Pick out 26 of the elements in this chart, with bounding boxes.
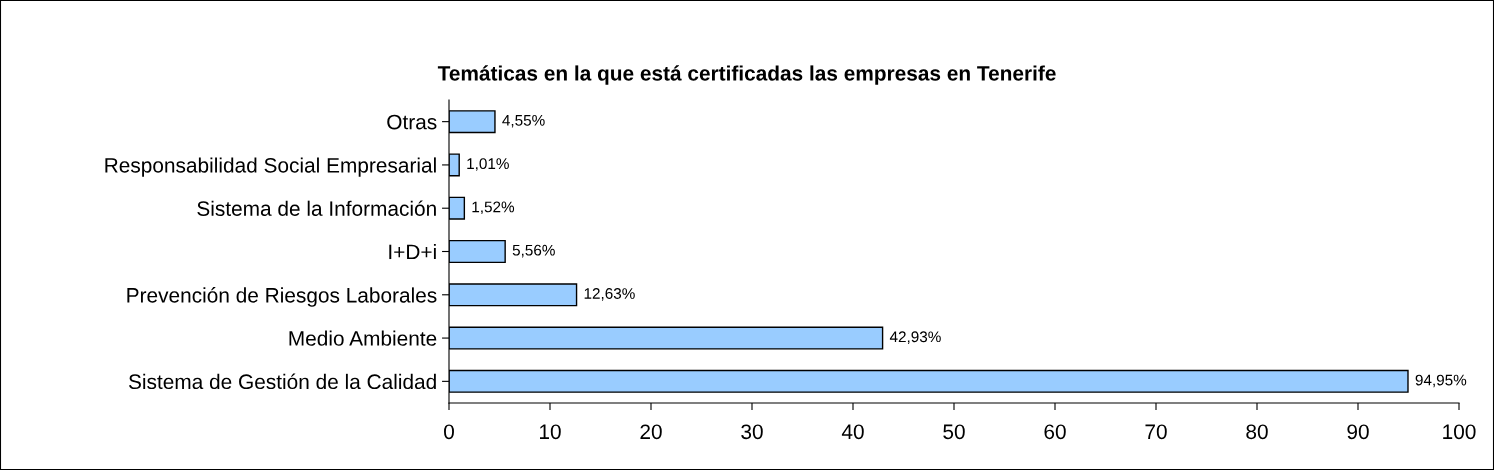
y-tick-label: Sistema de Gestión de la Calidad	[128, 373, 436, 390]
x-tick-label: 20	[640, 424, 662, 440]
y-tick-label: Medio Ambiente	[289, 330, 437, 346]
data-label: 1,52%	[472, 201, 515, 215]
data-label: 4,55%	[502, 114, 545, 128]
data-label: 12,63%	[584, 288, 635, 301]
x-tick-label: 40	[841, 424, 864, 440]
y-tick-label: Responsabilidad Social Empresarial	[105, 157, 436, 177]
x-tick-label: 60	[1044, 424, 1066, 440]
x-tick-label: 80	[1246, 424, 1268, 440]
y-tick-label: Sistema de la Información	[197, 200, 436, 216]
data-label: 42,93%	[889, 331, 941, 344]
y-tick-label: Prevención de Riesgos Laborales	[127, 287, 437, 307]
x-tick-label: 10	[540, 424, 561, 440]
x-tick-label: 70	[1145, 424, 1167, 440]
x-tick-label: 30	[741, 424, 763, 440]
data-label: 5,56%	[512, 244, 555, 258]
y-tick-label: Otras	[387, 114, 437, 130]
data-label: 94,95%	[1415, 374, 1467, 388]
x-tick-label: 50	[943, 424, 965, 440]
y-tick-label: I+D+i	[389, 243, 436, 260]
x-tick-label: 100	[1443, 424, 1476, 440]
x-tick-label: 90	[1347, 424, 1369, 440]
x-tick-label: 0	[444, 424, 454, 440]
data-label: 1,01%	[467, 158, 509, 171]
chart-title: Temáticas en la que está certificadas las empresas en Tenerife	[437, 65, 1056, 85]
